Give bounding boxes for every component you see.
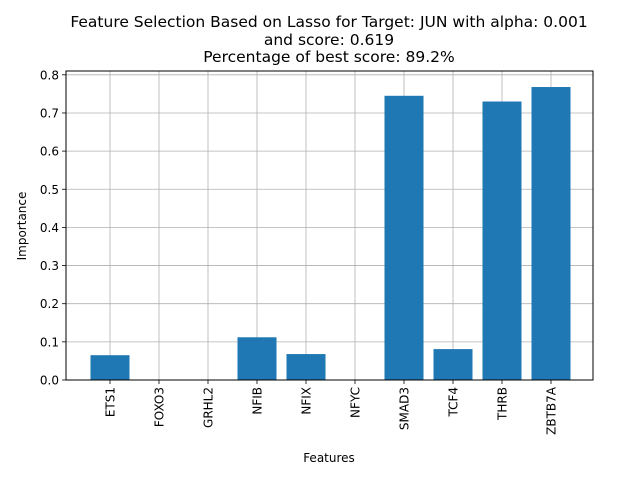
bars xyxy=(90,87,571,381)
plot-frame xyxy=(65,70,594,381)
y-axis-ticks: 0.0 0.1 0.2 0.3 0.4 0.5 0.6 0.7 0.8 xyxy=(40,68,66,388)
y-tick-label: 0.7 xyxy=(40,106,59,120)
y-tick-label: 0.0 xyxy=(40,374,59,388)
x-tick-label: ZBTB7A xyxy=(545,386,559,435)
bar-thrb xyxy=(482,101,522,380)
y-tick-label: 0.1 xyxy=(40,335,59,349)
y-tick-label: 0.6 xyxy=(40,145,59,159)
y-tick-label: 0.3 xyxy=(40,259,59,273)
x-tick-label: TCF4 xyxy=(447,387,461,418)
x-axis-label: Features xyxy=(303,451,355,465)
x-axis-ticks: ETS1 FOXO3 GRHL2 NFIB NFIX NFYC SMAD3 TCF4 THRB Z… xyxy=(104,380,559,435)
x-tick-label: GRHL2 xyxy=(202,387,216,428)
x-tick-label: THRB xyxy=(496,387,510,421)
x-tick-label: SMAD3 xyxy=(398,387,412,430)
x-tick-label: ETS1 xyxy=(104,387,118,417)
y-tick-label: 0.4 xyxy=(40,221,59,235)
x-tick-label: NFIX xyxy=(300,387,314,415)
bar-zbtb7a xyxy=(531,87,571,381)
chart-title-line-2: and score: 0.619 xyxy=(264,31,394,49)
chart-title-line-3: Percentage of best score: 89.2% xyxy=(203,48,454,66)
bar-smad3 xyxy=(384,95,424,380)
chart-title-line-1: Feature Selection Based on Lasso for Tar… xyxy=(70,13,587,31)
x-tick-label: FOXO3 xyxy=(153,387,167,427)
x-tick-label: NFYC xyxy=(349,387,363,418)
y-tick-label: 0.8 xyxy=(40,68,59,82)
bar-nfib xyxy=(237,337,277,380)
y-tick-label: 0.2 xyxy=(40,297,59,311)
bar-ets1 xyxy=(90,355,130,380)
bar-nfix xyxy=(286,354,326,380)
chart-title: Feature Selection Based on Lasso for Tar… xyxy=(70,13,587,66)
x-tick-label: NFIB xyxy=(251,387,265,415)
bar-tcf4 xyxy=(433,349,473,380)
y-axis-label: Importance xyxy=(15,192,29,261)
axes xyxy=(65,70,594,381)
y-tick-label: 0.5 xyxy=(40,183,59,197)
